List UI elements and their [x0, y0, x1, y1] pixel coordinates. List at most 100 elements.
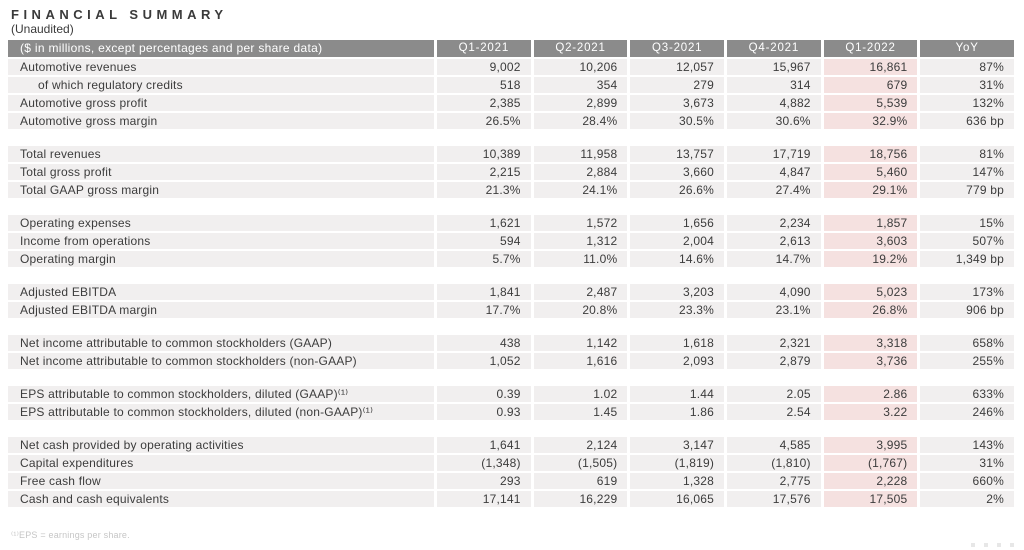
page-subtitle: (Unaudited) — [11, 22, 74, 36]
faint-footer-marks — [971, 543, 1014, 547]
table-row: Net income attributable to common stockh… — [8, 352, 1015, 369]
cell-q4-2021: 4,882 — [727, 94, 821, 111]
cell-q2-2021: 354 — [533, 76, 628, 93]
cell-q1-2022: 16,861 — [823, 58, 918, 75]
column-header-q4-2021: Q4-2021 — [727, 40, 821, 57]
cell-q3-2021: 13,757 — [630, 145, 725, 162]
row-label: Total gross profit — [8, 163, 434, 180]
table-section: Net cash provided by operating activitie… — [8, 436, 1015, 507]
faint-mark — [1010, 543, 1014, 547]
cell-yoy: 143% — [920, 436, 1015, 453]
cell-q2-2021: 2,487 — [533, 283, 628, 300]
cell-q1-2022: 18,756 — [823, 145, 918, 162]
row-label: Cash and cash equivalents — [8, 490, 434, 507]
row-label: Net cash provided by operating activitie… — [8, 436, 434, 453]
cell-q1-2022: 2.86 — [823, 385, 918, 402]
cell-q1-2021: 1,841 — [437, 283, 531, 300]
cell-q3-2021: 1,328 — [630, 472, 725, 489]
table-header-row: ($ in millions, except percentages and p… — [8, 40, 1015, 57]
cell-q1-2021: 21.3% — [437, 181, 531, 198]
cell-q3-2021: (1,819) — [630, 454, 725, 471]
cell-q2-2021: 1,142 — [533, 334, 628, 351]
cell-q1-2022: 2,228 — [823, 472, 918, 489]
cell-q2-2021: 24.1% — [533, 181, 628, 198]
table-section: Adjusted EBITDA 1,841 2,487 3,203 4,090 5,023… — [8, 283, 1015, 318]
column-header-q2-2021: Q2-2021 — [533, 40, 628, 57]
cell-q2-2021: 1,616 — [533, 352, 628, 369]
table-row: Automotive revenues 9,002 10,206 12,057 15,9… — [8, 58, 1015, 75]
cell-yoy: 81% — [920, 145, 1015, 162]
cell-q2-2021: 16,229 — [533, 490, 628, 507]
cell-q1-2022: 26.8% — [823, 301, 918, 318]
table-row: Automotive gross margin 26.5% 28.4% 30.5% 30… — [8, 112, 1015, 129]
cell-q1-2022: 5,023 — [823, 283, 918, 300]
cell-q1-2021: 5.7% — [437, 250, 531, 267]
cell-q3-2021: 2,004 — [630, 232, 725, 249]
cell-q2-2021: (1,505) — [533, 454, 628, 471]
cell-q1-2021: 17,141 — [437, 490, 531, 507]
table-row: Adjusted EBITDA margin 17.7% 20.8% 23.3% 23.… — [8, 301, 1015, 318]
cell-q1-2022: 3,318 — [823, 334, 918, 351]
table-row: Free cash flow 293 619 1,328 2,775 2,228 660% — [8, 472, 1015, 489]
row-label: Total GAAP gross margin — [8, 181, 434, 198]
row-label: EPS attributable to common stockholders,… — [8, 385, 434, 402]
cell-yoy: 132% — [920, 94, 1015, 111]
cell-q4-2021: 14.7% — [727, 250, 821, 267]
column-header-q1-2022: Q1-2022 — [823, 40, 918, 57]
cell-q2-2021: 10,206 — [533, 58, 628, 75]
cell-q1-2021: 2,215 — [437, 163, 531, 180]
cell-q3-2021: 3,203 — [630, 283, 725, 300]
table-row: Total GAAP gross margin 21.3% 24.1% 26.6% 27… — [8, 181, 1015, 198]
cell-q3-2021: 1.86 — [630, 403, 725, 420]
cell-q4-2021: 2.05 — [727, 385, 821, 402]
table-row: Adjusted EBITDA 1,841 2,487 3,203 4,090 5,023… — [8, 283, 1015, 300]
row-label: Automotive gross margin — [8, 112, 434, 129]
cell-q1-2021: 10,389 — [437, 145, 531, 162]
cell-q4-2021: 4,585 — [727, 436, 821, 453]
row-label: Net income attributable to common stockh… — [8, 352, 434, 369]
table-row: Net cash provided by operating activitie… — [8, 436, 1015, 453]
faint-mark — [984, 543, 988, 547]
table-row: Cash and cash equivalents 17,141 16,229 16,… — [8, 490, 1015, 507]
row-label: EPS attributable to common stockholders,… — [8, 403, 434, 420]
cell-q2-2021: 1.02 — [533, 385, 628, 402]
cell-q1-2022: (1,767) — [823, 454, 918, 471]
cell-q4-2021: 23.1% — [727, 301, 821, 318]
cell-yoy: 147% — [920, 163, 1015, 180]
cell-q4-2021: 2,234 — [727, 214, 821, 231]
cell-q4-2021: 4,090 — [727, 283, 821, 300]
cell-q4-2021: 30.6% — [727, 112, 821, 129]
cell-q1-2021: 594 — [437, 232, 531, 249]
cell-q1-2022: 3,736 — [823, 352, 918, 369]
cell-q1-2021: 2,385 — [437, 94, 531, 111]
cell-yoy: 31% — [920, 454, 1015, 471]
table-section: Net income attributable to common stockh… — [8, 334, 1015, 369]
table-row: EPS attributable to common stockholders,… — [8, 385, 1015, 402]
cell-q1-2021: 0.39 — [437, 385, 531, 402]
table-section: Total revenues 10,389 11,958 13,757 17,719 18… — [8, 145, 1015, 198]
table-row: EPS attributable to common stockholders,… — [8, 403, 1015, 420]
table-row: Capital expenditures (1,348) (1,505) (1,819… — [8, 454, 1015, 471]
cell-q3-2021: 2,093 — [630, 352, 725, 369]
cell-q1-2022: 19.2% — [823, 250, 918, 267]
cell-q4-2021: 2,613 — [727, 232, 821, 249]
cell-q3-2021: 1,618 — [630, 334, 725, 351]
cell-q1-2021: (1,348) — [437, 454, 531, 471]
row-label: Automotive gross profit — [8, 94, 434, 111]
cell-q1-2022: 32.9% — [823, 112, 918, 129]
cell-yoy: 255% — [920, 352, 1015, 369]
row-label: Capital expenditures — [8, 454, 434, 471]
cell-q2-2021: 11,958 — [533, 145, 628, 162]
cell-q3-2021: 3,147 — [630, 436, 725, 453]
financial-table: ($ in millions, except percentages and p… — [8, 40, 1015, 524]
cell-yoy: 2% — [920, 490, 1015, 507]
cell-q1-2022: 679 — [823, 76, 918, 93]
table-section: Automotive revenues 9,002 10,206 12,057 15,9… — [8, 58, 1015, 129]
cell-q4-2021: 17,576 — [727, 490, 821, 507]
row-label: Operating expenses — [8, 214, 434, 231]
cell-q1-2022: 3,995 — [823, 436, 918, 453]
cell-q1-2022: 5,539 — [823, 94, 918, 111]
table-row: Operating margin 5.7% 11.0% 14.6% 14.7% 19.2%… — [8, 250, 1015, 267]
cell-yoy: 636 bp — [920, 112, 1015, 129]
